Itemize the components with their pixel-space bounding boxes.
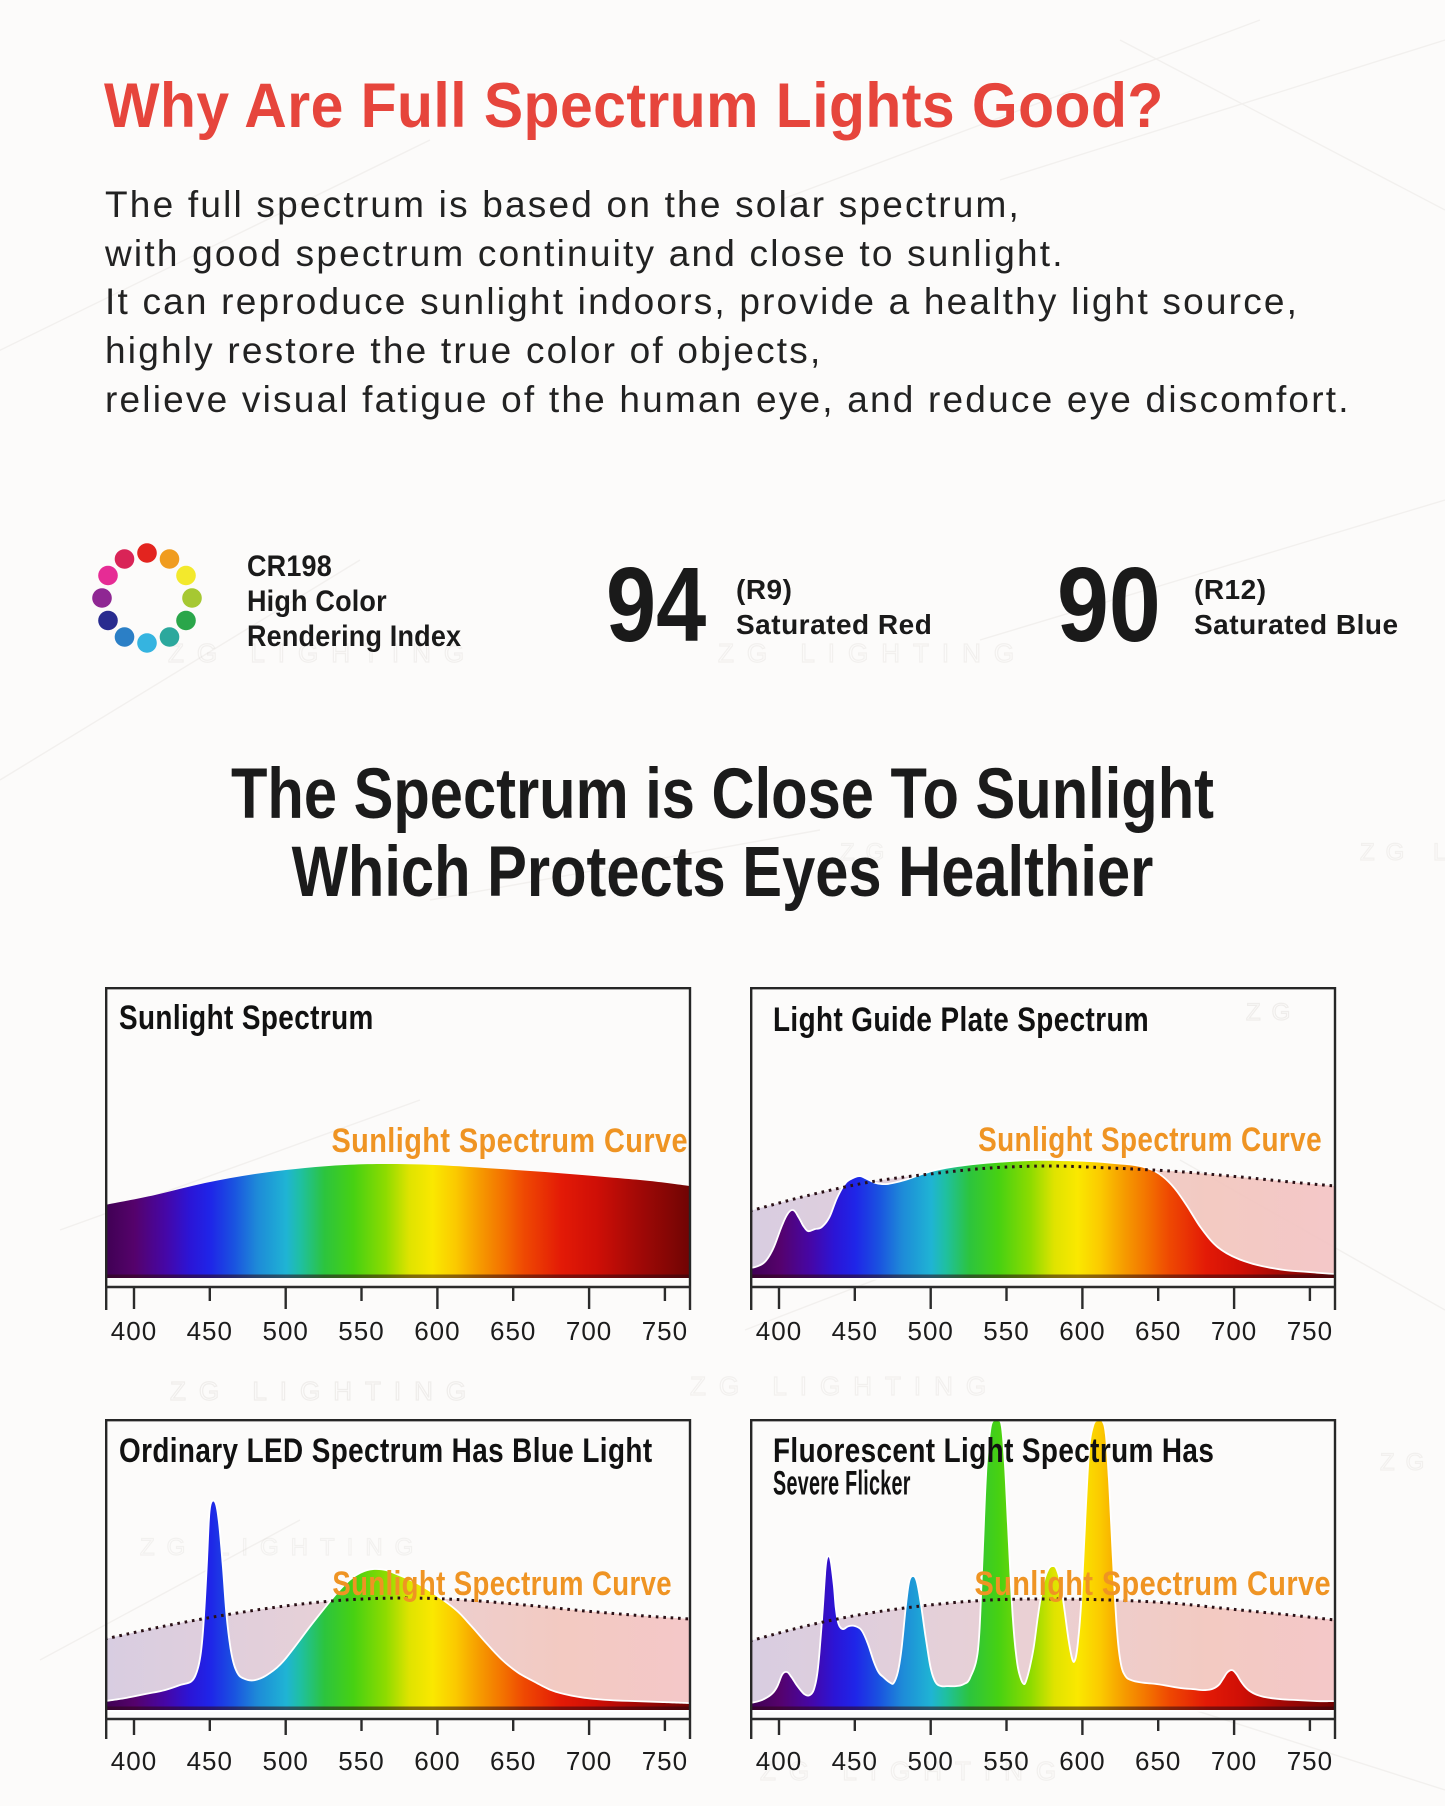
- svg-text:ZG: ZG: [1380, 1449, 1435, 1476]
- svg-text:550: 550: [983, 1316, 1029, 1346]
- svg-text:600: 600: [414, 1316, 460, 1346]
- svg-text:600: 600: [1059, 1316, 1105, 1346]
- svg-text:ZG LIGHTING: ZG LIGHTING: [760, 1756, 1069, 1786]
- svg-text:700: 700: [1211, 1316, 1257, 1346]
- svg-text:Sunlight Spectrum Curve: Sunlight Spectrum Curve: [974, 1564, 1331, 1603]
- svg-text:650: 650: [490, 1316, 536, 1346]
- svg-text:650: 650: [1135, 1316, 1181, 1346]
- svg-text:ZG LIGHTING: ZG LIGHTING: [718, 638, 1027, 668]
- svg-text:Light Guide Plate Spectrum: Light Guide Plate Spectrum: [773, 1000, 1149, 1038]
- svg-text:550: 550: [338, 1316, 384, 1346]
- svg-text:Ordinary LED Spectrum Has Blue: Ordinary LED Spectrum Has Blue Light: [119, 1431, 653, 1469]
- svg-text:400: 400: [111, 1316, 157, 1346]
- svg-text:Sunlight Spectrum Curve: Sunlight Spectrum Curve: [331, 1121, 688, 1160]
- svg-text:Fluorescent Light Spectrum Has: Fluorescent Light Spectrum Has: [773, 1431, 1214, 1469]
- svg-text:ZG LIGHTING: ZG LIGHTING: [690, 1371, 999, 1401]
- svg-text:600: 600: [414, 1746, 460, 1776]
- svg-text:750: 750: [642, 1746, 688, 1776]
- svg-text:Sunlight Spectrum Curve: Sunlight Spectrum Curve: [332, 1564, 672, 1602]
- svg-text:700: 700: [566, 1746, 612, 1776]
- svg-text:550: 550: [338, 1746, 384, 1776]
- svg-text:450: 450: [187, 1316, 233, 1346]
- svg-text:550: 550: [983, 1746, 1029, 1776]
- svg-text:600: 600: [1059, 1746, 1105, 1776]
- svg-text:400: 400: [756, 1316, 802, 1346]
- svg-text:ZG: ZG: [1246, 999, 1301, 1026]
- svg-text:ZG LIGHTING: ZG LIGHTING: [168, 638, 477, 668]
- svg-text:ZG LIGHTING: ZG LIGHTING: [170, 1376, 479, 1406]
- svg-text:ZG LIGHTING: ZG LIGHTING: [140, 1534, 425, 1561]
- svg-text:750: 750: [1287, 1746, 1333, 1776]
- svg-text:500: 500: [263, 1316, 309, 1346]
- svg-text:750: 750: [1287, 1316, 1333, 1346]
- svg-text:650: 650: [1135, 1746, 1181, 1776]
- svg-text:450: 450: [832, 1746, 878, 1776]
- svg-text:650: 650: [490, 1746, 536, 1776]
- svg-text:750: 750: [642, 1316, 688, 1346]
- svg-text:ZG L: ZG L: [1360, 839, 1445, 866]
- svg-text:500: 500: [908, 1746, 954, 1776]
- svg-text:700: 700: [566, 1316, 612, 1346]
- svg-text:Sunlight Spectrum Curve: Sunlight Spectrum Curve: [978, 1120, 1322, 1158]
- svg-text:Sunlight Spectrum: Sunlight Spectrum: [119, 998, 374, 1036]
- svg-text:700: 700: [1211, 1746, 1257, 1776]
- svg-text:500: 500: [263, 1746, 309, 1776]
- svg-text:450: 450: [187, 1746, 233, 1776]
- svg-text:ZG: ZG: [840, 839, 895, 866]
- svg-text:400: 400: [111, 1746, 157, 1776]
- svg-text:Severe Flicker: Severe Flicker: [773, 1464, 911, 1502]
- svg-text:400: 400: [756, 1746, 802, 1776]
- svg-text:500: 500: [908, 1316, 954, 1346]
- svg-text:450: 450: [832, 1316, 878, 1346]
